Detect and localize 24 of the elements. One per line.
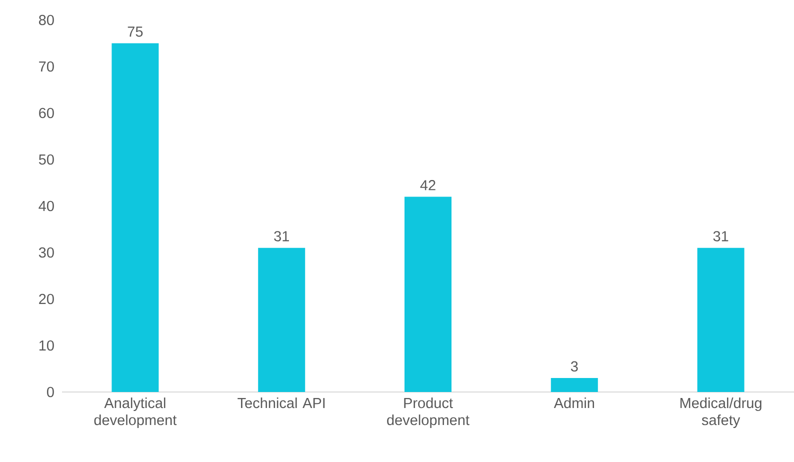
data-label: 31 <box>274 231 289 242</box>
y-tick-label: 10 <box>39 340 54 351</box>
y-tick-label: 70 <box>39 61 54 72</box>
data-label: 75 <box>128 26 143 37</box>
y-tick-label: 80 <box>38 14 54 26</box>
y-tick-label: 30 <box>38 247 54 258</box>
y-tick-label: 60 <box>39 108 54 118</box>
x-tick-label: Analytical development <box>94 398 177 428</box>
x-tick-label: Medical/drug safety <box>680 398 762 428</box>
bar <box>404 196 452 392</box>
y-tick-label: 50 <box>38 154 54 165</box>
bar <box>697 248 744 392</box>
x-tick-label: Admin <box>554 398 594 408</box>
x-tick-label: Product development <box>387 398 470 428</box>
data-label: 42 <box>420 180 436 190</box>
bar <box>258 248 306 392</box>
y-tick-label: 40 <box>38 200 54 212</box>
bar <box>550 378 598 392</box>
data-label: 31 <box>713 231 728 242</box>
y-tick-label: 0 <box>46 386 54 398</box>
bar <box>112 43 159 392</box>
x-tick-label: Technical API <box>238 398 325 408</box>
y-tick-label: 20 <box>39 294 54 304</box>
data-label: 3 <box>570 361 578 372</box>
